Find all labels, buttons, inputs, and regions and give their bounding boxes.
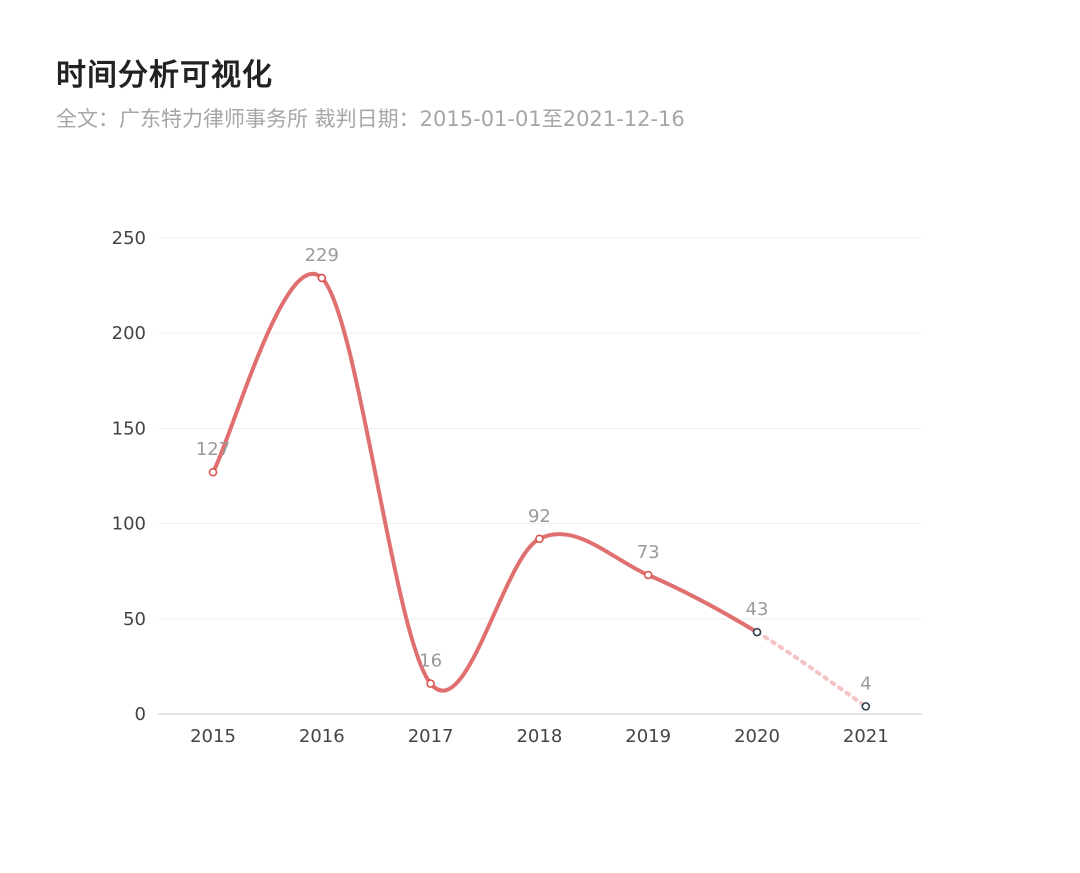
x-tick-label: 2017 bbox=[408, 726, 454, 747]
y-tick-label: 250 bbox=[112, 228, 146, 249]
x-tick-label: 2018 bbox=[516, 726, 562, 747]
data-point bbox=[861, 702, 871, 711]
data-label: 229 bbox=[305, 245, 339, 266]
data-point bbox=[643, 570, 653, 580]
series-line-projected bbox=[755, 630, 868, 709]
data-label: 43 bbox=[746, 599, 769, 620]
data-point bbox=[535, 534, 544, 544]
data-label: 4 bbox=[860, 673, 871, 694]
x-tick-label: 2015 bbox=[190, 726, 236, 747]
data-point bbox=[208, 467, 218, 477]
x-tick-label: 2021 bbox=[843, 726, 889, 747]
y-tick-label: 150 bbox=[112, 418, 146, 439]
series-line bbox=[211, 272, 759, 693]
chart-title: 时间分析可视化 bbox=[56, 58, 273, 93]
data-point bbox=[426, 679, 435, 688]
x-tick-label: 2020 bbox=[734, 726, 780, 747]
y-tick-label: 200 bbox=[112, 323, 146, 344]
data-label: 127 bbox=[196, 439, 230, 460]
x-tick-label: 2016 bbox=[299, 726, 345, 747]
data-label: 16 bbox=[419, 651, 442, 672]
y-tick-label: 50 bbox=[123, 609, 146, 630]
x-tick-label: 2019 bbox=[625, 726, 671, 747]
data-label: 73 bbox=[637, 542, 660, 563]
data-point bbox=[752, 627, 762, 637]
y-tick-label: 100 bbox=[112, 514, 146, 535]
data-label: 92 bbox=[528, 506, 551, 527]
data-point bbox=[317, 273, 327, 283]
chart-subtitle: 全文：广东特力律师事务所 裁判日期：2015-01-01至2021-12-16 bbox=[56, 107, 685, 131]
y-tick-label: 0 bbox=[135, 704, 146, 725]
